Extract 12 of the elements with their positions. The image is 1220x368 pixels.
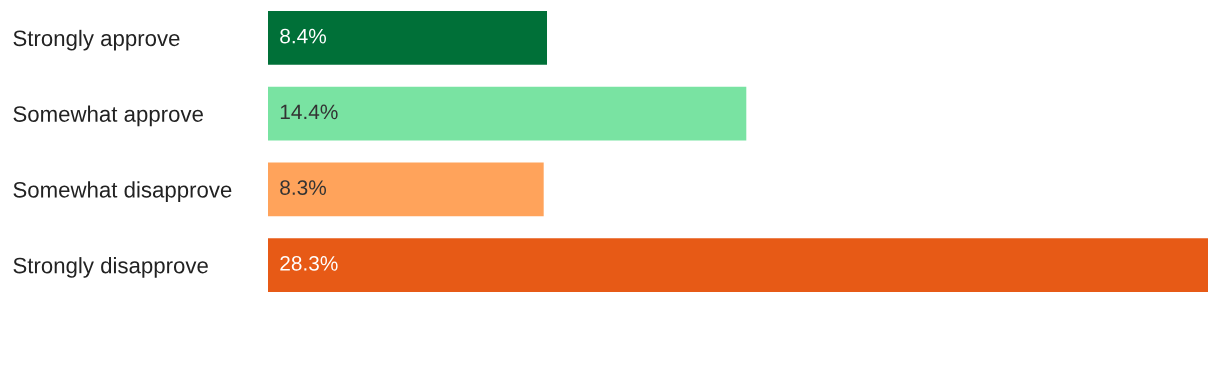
bar xyxy=(268,238,1208,293)
y-tick-label: Somewhat disapprove xyxy=(13,181,232,203)
y-tick-label: Strongly approve xyxy=(13,29,180,51)
data-label: 28.3% xyxy=(280,255,338,271)
data-label: 8.4% xyxy=(280,28,327,44)
data-label: 8.3% xyxy=(280,180,327,195)
data-label: 14.4% xyxy=(280,104,338,120)
bar xyxy=(268,10,548,65)
y-tick-label: Strongly disapprove xyxy=(13,257,208,278)
bar xyxy=(268,86,747,141)
bar xyxy=(268,162,544,217)
y-tick-label: Somewhat approve xyxy=(13,105,203,127)
